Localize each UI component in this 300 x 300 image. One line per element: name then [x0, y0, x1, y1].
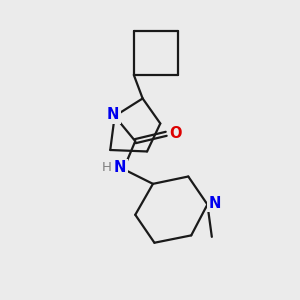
Text: O: O	[170, 126, 182, 141]
Text: N: N	[114, 160, 126, 175]
Text: N: N	[107, 107, 119, 122]
Text: N: N	[209, 196, 221, 211]
Text: H: H	[101, 161, 111, 174]
